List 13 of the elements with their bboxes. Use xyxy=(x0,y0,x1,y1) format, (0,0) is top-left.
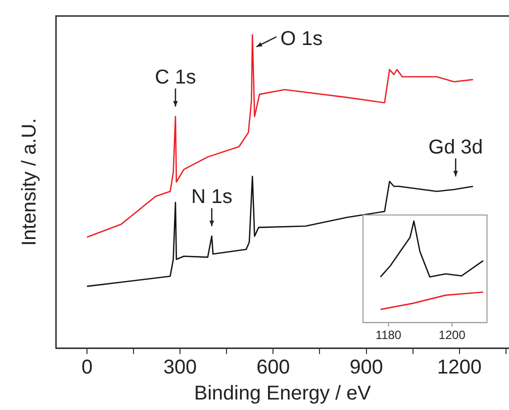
annotation: Gd 3d xyxy=(428,136,483,158)
x-tick-label: 1200 xyxy=(437,356,482,379)
x-tick-label: 1200 xyxy=(438,328,466,342)
x-axis-title: Binding Energy / eV xyxy=(194,382,372,405)
x-tick-label: 600 xyxy=(256,356,290,379)
x-tick-label: 300 xyxy=(163,356,197,379)
x-tick-label: 0 xyxy=(81,356,93,379)
y-axis-title: Intensity / a.U. xyxy=(18,118,41,246)
annotation: O 1s xyxy=(280,28,323,50)
x-tick-label: 1180 xyxy=(376,328,402,342)
annotation: C 1s xyxy=(154,66,196,89)
annotation: N 1s xyxy=(191,186,232,208)
x-tick-label: 900 xyxy=(350,356,383,379)
